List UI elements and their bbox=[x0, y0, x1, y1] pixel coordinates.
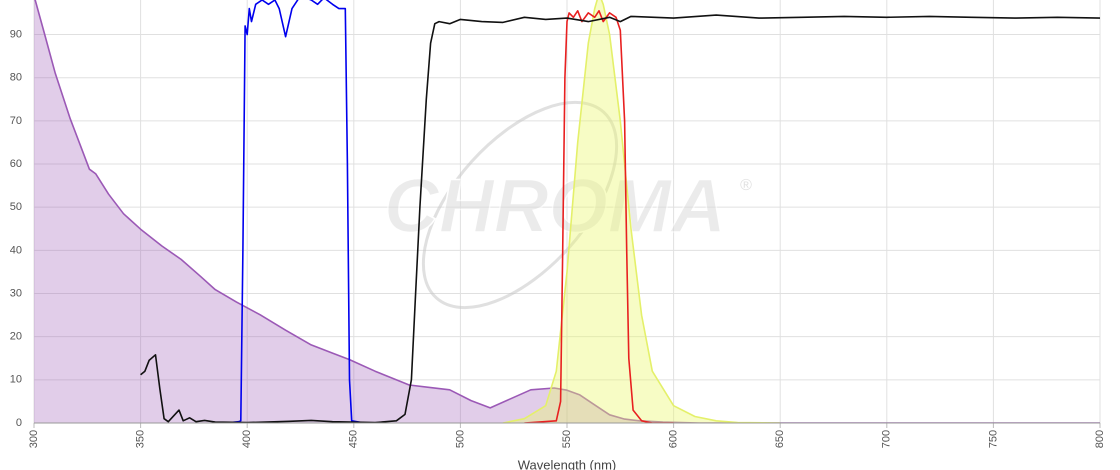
y-tick-label: 20 bbox=[10, 331, 22, 343]
x-tick-label: 450 bbox=[348, 430, 360, 448]
x-tick-label: 400 bbox=[241, 430, 253, 448]
y-tick-label: 0 bbox=[16, 417, 22, 429]
axes: 0 10 20 30 40 50 60 70 80 90 300 350 400 450 500 550 600… bbox=[10, 28, 1106, 448]
y-tick-label: 30 bbox=[10, 287, 22, 299]
x-tick-label: 600 bbox=[668, 430, 680, 448]
y-tick-label: 80 bbox=[10, 72, 22, 84]
watermark-mark: ® bbox=[740, 177, 752, 194]
series-line bbox=[524, 10, 674, 423]
x-tick-label: 350 bbox=[135, 430, 147, 448]
x-tick-label: 650 bbox=[774, 430, 786, 448]
series-area bbox=[503, 0, 781, 423]
x-tick-label: 750 bbox=[987, 430, 999, 448]
x-tick-label: 550 bbox=[561, 430, 573, 448]
series-line bbox=[140, 14, 1100, 423]
y-tick-label: 70 bbox=[10, 115, 22, 127]
y-tick-label: 50 bbox=[10, 201, 22, 213]
watermark-text: CHROMA bbox=[384, 164, 726, 249]
y-tick-label: 90 bbox=[10, 28, 22, 40]
x-tick-label: 700 bbox=[881, 430, 893, 448]
series-layer bbox=[34, 0, 1100, 423]
series-area bbox=[34, 0, 1100, 423]
y-tick-label: 60 bbox=[10, 158, 22, 170]
x-tick-label: 800 bbox=[1094, 430, 1106, 448]
y-tick-label: 40 bbox=[10, 244, 22, 256]
x-axis-title: Wavelength (nm) bbox=[518, 457, 617, 470]
y-tick-label: 10 bbox=[10, 374, 22, 386]
series-line bbox=[225, 0, 365, 423]
x-tick-label: 300 bbox=[28, 430, 40, 448]
watermark: CHROMA ® bbox=[383, 100, 752, 310]
x-tick-label: 500 bbox=[454, 430, 466, 448]
series-line bbox=[502, 0, 781, 423]
